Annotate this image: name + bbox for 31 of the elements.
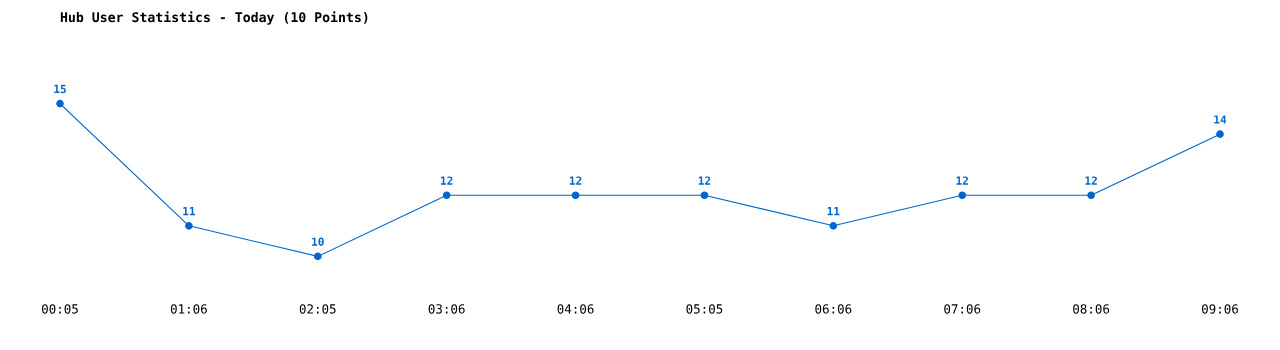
x-tick-label: 06:06 [815, 304, 852, 314]
point [700, 191, 709, 200]
x-tick-label: 09:06 [1202, 304, 1238, 314]
data-label: 12 [569, 176, 582, 185]
x-tick-label: 00:05 [42, 304, 78, 314]
data-label: 10 [312, 237, 324, 246]
point [56, 99, 64, 108]
x-tick-label: 03:06 [428, 304, 465, 314]
chart-title: Hub User Statistics - Today (10 Points) [60, 11, 368, 25]
data-label: 12 [441, 176, 453, 185]
point [1087, 191, 1095, 200]
x-tick-label: 08:06 [1073, 304, 1110, 314]
x-tick-label: 01:06 [170, 304, 207, 314]
point [571, 191, 580, 200]
data-label: 11 [827, 207, 840, 216]
point [958, 191, 967, 200]
point [829, 222, 838, 230]
point [1216, 130, 1224, 138]
data-label: 12 [1085, 176, 1097, 185]
data-label: 11 [183, 207, 196, 216]
x-tick-label: 07:06 [944, 304, 981, 314]
data-label: 12 [956, 176, 968, 185]
data-label: 15 [54, 84, 66, 94]
data-label: 14 [1214, 115, 1227, 124]
x-tick-label: 05:05 [686, 304, 723, 314]
point [185, 222, 193, 230]
x-tick-label: 02:05 [299, 304, 336, 314]
x-tick-label: 04:06 [557, 304, 594, 314]
point [442, 191, 451, 200]
data-label: 12 [698, 176, 711, 185]
point [313, 252, 322, 261]
